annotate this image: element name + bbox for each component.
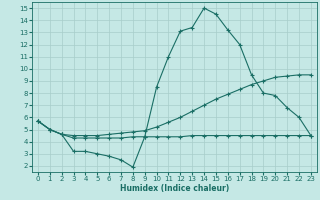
X-axis label: Humidex (Indice chaleur): Humidex (Indice chaleur)	[120, 184, 229, 193]
